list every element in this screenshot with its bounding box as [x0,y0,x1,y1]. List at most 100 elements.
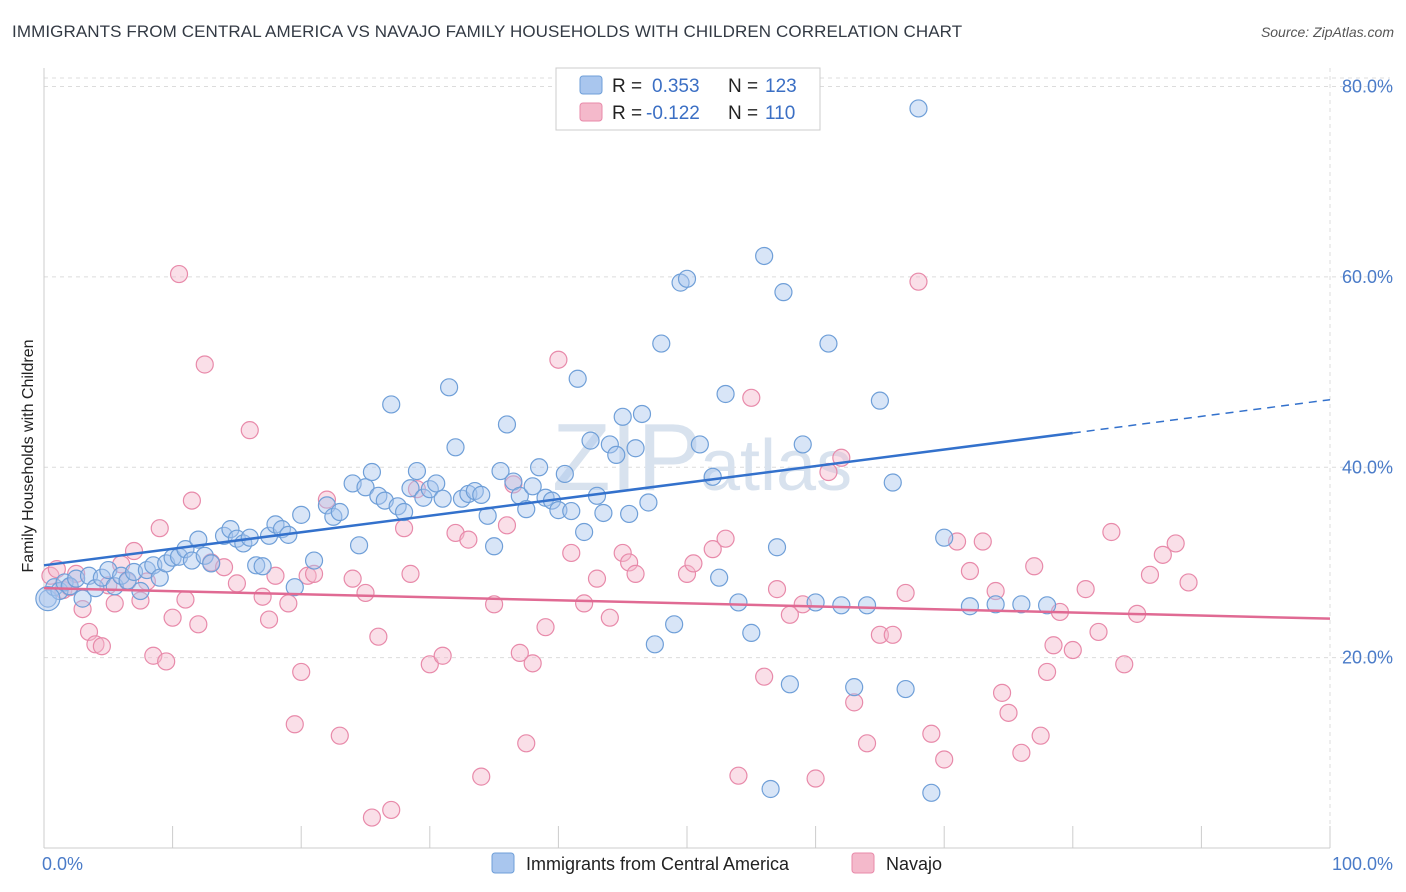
central-america-point [665,615,684,634]
navajo-point [472,767,491,786]
central-america-point [883,473,902,492]
navajo-point [240,421,259,440]
navajo-point [870,625,890,644]
grid-lines [44,68,1390,848]
navajo-point [420,655,439,674]
central-america-point [549,501,568,520]
navajo-point [1166,534,1185,553]
central-america-point [761,779,780,799]
y-tick-label: 80.0% [1342,77,1393,97]
navajo-point [1063,640,1082,660]
navajo-point [986,581,1005,601]
navajo-point [182,491,201,510]
chart-title: IMMIGRANTS FROM CENTRAL AMERICA VS NAVAJ… [12,22,963,41]
central-america-point [581,431,600,450]
central-america-point [530,458,549,477]
central-america-point [35,586,61,612]
central-america-point [845,678,864,697]
navajo-point [73,599,92,619]
central-america-point [407,461,427,481]
navajo-point [394,519,414,538]
navajo-point [575,594,594,613]
navajo-point [600,608,619,627]
series-legend: Immigrants from Central America Navajo [491,852,942,874]
navajo-point [259,610,279,629]
central-america-point [594,503,613,523]
y-tick-label: 40.0% [1342,457,1393,477]
navajo-point [1179,573,1198,592]
central-america-point [935,528,954,547]
series-legend-swatch-pink [851,852,875,874]
central-america-point [439,378,459,397]
x-tick-label: 100.0% [1332,854,1393,874]
navajo-point [883,625,902,644]
central-america-point [575,522,594,542]
navajo-point [459,530,478,549]
legend-swatch-pink [579,102,603,122]
central-america-point [221,520,240,539]
central-america-point [382,395,401,414]
navajo-point [922,724,941,743]
central-america-point [780,675,799,694]
central-america-point [742,623,761,642]
navajo-point [857,734,877,753]
central-america-point [677,269,697,288]
navajo-point [1102,522,1121,542]
central-america-point [349,536,369,555]
central-america-point [729,593,748,612]
central-america-point [613,407,632,426]
navajo-point [1031,726,1050,745]
central-america-trend-line [43,431,1073,567]
central-america-point [472,485,491,504]
navajo-point [131,591,150,610]
navajo-point [1037,662,1057,682]
central-america-point [703,467,722,486]
central-america-point [247,556,266,575]
central-america-point [285,578,304,597]
navajo-point [163,608,182,627]
central-america-point [202,554,221,573]
navajo-point [677,564,697,583]
central-america-point [497,415,517,434]
series-legend-swatch-blue [491,852,515,874]
navajo-point [150,519,169,538]
navajo-point [1025,557,1044,576]
legend-r-label-blue: R = [612,76,642,97]
navajo-point [343,569,362,588]
central-america-point [523,477,542,496]
series-legend-label-pink: Navajo [886,854,942,874]
central-america-point [568,369,587,388]
central-america-point [832,596,851,615]
navajo-point [292,662,311,682]
navajo-point [330,726,349,745]
navajo-trend-line [43,586,1331,620]
legend-swatch-blue [579,75,603,95]
central-america-point [909,99,928,118]
central-america-point [485,537,504,556]
central-america-point [253,557,272,576]
navajo-point [536,618,555,637]
navajo-point [1012,743,1031,762]
central-america-point [60,577,79,596]
central-america-point [774,283,793,302]
navajo-point [684,554,703,573]
central-america-point [819,334,838,353]
navajo-point [1115,655,1134,674]
navajo-point [742,388,761,407]
navajo-point [227,574,246,593]
navajo-point [382,800,401,820]
navajo-point [587,569,607,588]
legend-r-value-blue: 0.353 [652,76,700,97]
navajo-point [195,355,214,374]
navajo-point [613,543,632,563]
central-america-point [394,502,414,522]
navajo-point [896,583,915,603]
navajo-point [362,808,382,827]
navajo-point [266,566,285,585]
central-america-point [433,489,452,508]
navajo-point [973,532,992,551]
navajo-point [767,580,787,599]
central-america-point [620,504,639,524]
navajo-point [105,594,124,613]
central-america-point [632,404,652,424]
